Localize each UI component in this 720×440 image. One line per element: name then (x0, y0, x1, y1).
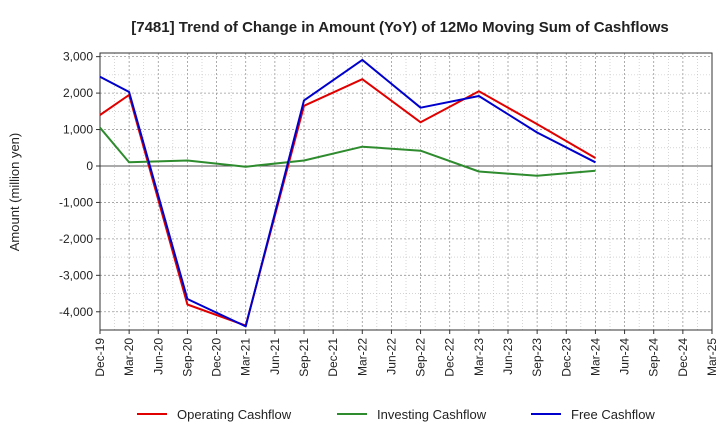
plot-frame (99, 52, 713, 331)
x-tick-label: Sep-24 (647, 338, 661, 377)
y-tick-label: 3,000 (63, 50, 93, 64)
x-tick-label: Jun-20 (151, 338, 165, 375)
x-tick-label: Dec-19 (93, 338, 107, 377)
y-tick-label: 2,000 (63, 86, 93, 100)
x-tick-label: Mar-22 (355, 338, 369, 376)
x-tick-label: Sep-20 (180, 338, 194, 377)
x-tick-label: Dec-22 (443, 338, 457, 377)
y-axis-label: Amount (million yen) (7, 133, 22, 252)
legend-label-investing-cashflow: Investing Cashflow (377, 407, 487, 422)
x-tick-label: Dec-24 (676, 338, 690, 377)
legend: Operating Cashflow Investing Cashflow Free… (137, 407, 655, 422)
x-tick-label: Mar-24 (588, 338, 602, 376)
x-tick-label: Jun-21 (268, 338, 282, 375)
x-tick-label: Sep-23 (530, 338, 544, 377)
y-tick-label: -1,000 (59, 195, 93, 209)
y-axis-ticks: 3,000 2,000 1,000 0 -1,000 -2,000 -3,000 -4,000 (59, 50, 100, 319)
x-tick-label: Sep-22 (414, 338, 428, 377)
y-tick-label: 0 (86, 159, 93, 173)
x-tick-label: Sep-21 (297, 338, 311, 377)
y-tick-label: -4,000 (59, 305, 93, 319)
series (99, 58, 596, 328)
investing-cashflow-line (99, 127, 596, 177)
x-tick-label: Jun-23 (501, 338, 515, 375)
operating-cashflow-line (99, 78, 596, 327)
x-tick-label: Mar-21 (239, 338, 253, 376)
x-tick-label: Dec-23 (559, 338, 573, 377)
legend-label-operating-cashflow: Operating Cashflow (177, 407, 292, 422)
x-tick-label: Mar-25 (705, 338, 719, 376)
free-cashflow-line (99, 58, 596, 328)
x-tick-label: Mar-20 (122, 338, 136, 376)
y-tick-label: -3,000 (59, 268, 93, 282)
chart-title: [7481] Trend of Change in Amount (YoY) o… (131, 19, 669, 36)
x-tick-label: Dec-20 (210, 338, 224, 377)
x-tick-label: Jun-24 (618, 338, 632, 375)
x-axis-ticks: Dec-19 Mar-20 Jun-20 Sep-20 Dec-20 Mar-21 Jun-… (93, 330, 719, 377)
grid (100, 53, 712, 331)
legend-label-free-cashflow: Free Cashflow (571, 407, 655, 422)
y-tick-label: -2,000 (59, 232, 93, 246)
x-tick-label: Dec-21 (326, 338, 340, 377)
y-tick-label: 1,000 (63, 123, 93, 137)
x-tick-label: Mar-23 (472, 338, 486, 376)
x-tick-label: Jun-22 (384, 338, 398, 375)
